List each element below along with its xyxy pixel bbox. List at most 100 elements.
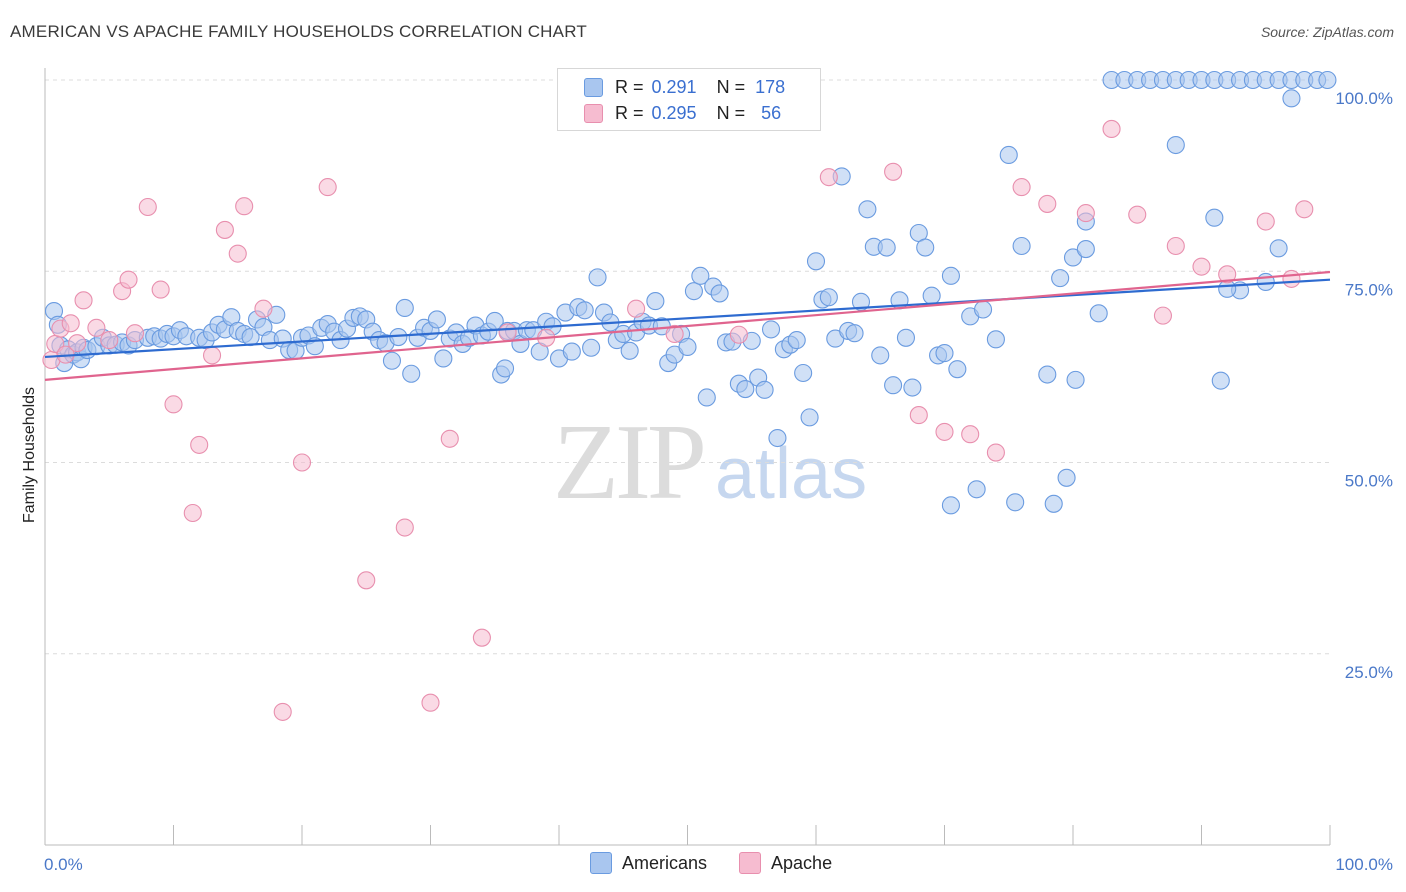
americans-point bbox=[684, 282, 703, 301]
americans-point bbox=[1044, 494, 1063, 513]
axes bbox=[44, 68, 1331, 846]
apache-points bbox=[42, 119, 1314, 721]
apache-point bbox=[215, 220, 234, 239]
x-tick-label-max: 100.0% bbox=[1335, 855, 1393, 874]
americans-point bbox=[806, 252, 826, 271]
apache-point bbox=[961, 425, 980, 444]
americans-point bbox=[916, 238, 935, 257]
americans-point bbox=[1066, 370, 1085, 389]
legend-n-label: N = bbox=[716, 102, 746, 123]
apache-swatch bbox=[739, 852, 762, 874]
americans-point bbox=[1211, 371, 1230, 390]
y-tick-label: 50.0% bbox=[1345, 472, 1393, 491]
tick-labels: 25.0% 50.0% 75.0% 100.0% 0.0% 100.0% bbox=[44, 89, 1393, 874]
americans-point bbox=[871, 346, 890, 365]
apache-point bbox=[190, 435, 209, 454]
apache-point bbox=[125, 324, 144, 343]
legend-r-label: R = bbox=[615, 76, 644, 97]
americans-point bbox=[794, 363, 813, 383]
legend-label-americans: Americans bbox=[622, 852, 708, 873]
apache-point bbox=[119, 270, 138, 289]
apache-point bbox=[228, 244, 247, 263]
americans-point bbox=[1063, 248, 1083, 267]
americans-point bbox=[1076, 240, 1095, 259]
apache-point bbox=[986, 443, 1005, 462]
americans-point bbox=[1057, 468, 1076, 487]
apache-point bbox=[1102, 119, 1121, 139]
americans-point bbox=[755, 380, 774, 399]
legend-n-value: 178 bbox=[755, 76, 786, 97]
americans-point bbox=[922, 286, 941, 305]
apache-point bbox=[68, 334, 87, 353]
apache-point bbox=[235, 197, 254, 216]
y-tick-label: 75.0% bbox=[1345, 280, 1393, 299]
apache-point bbox=[164, 395, 183, 414]
americans-point bbox=[877, 238, 896, 257]
trend-lines bbox=[44, 270, 1331, 381]
apache-point bbox=[440, 429, 459, 448]
americans-point bbox=[1089, 304, 1108, 323]
apache-point bbox=[254, 299, 273, 318]
x-tick-label-min: 0.0% bbox=[44, 855, 83, 874]
americans-point bbox=[935, 344, 954, 363]
americans-point bbox=[427, 310, 446, 329]
americans-point bbox=[382, 351, 402, 370]
americans-swatch bbox=[590, 852, 612, 874]
apache-point bbox=[395, 518, 414, 537]
apache-point bbox=[1218, 265, 1237, 284]
legend-n-label: N = bbox=[716, 76, 746, 97]
apache-swatch bbox=[584, 103, 603, 123]
americans-point bbox=[768, 428, 787, 448]
apache-point bbox=[1076, 204, 1095, 223]
americans-point bbox=[1282, 89, 1301, 108]
americans-swatch bbox=[584, 77, 603, 97]
chart-title: AMERICAN VS APACHE FAMILY HOUSEHOLDS COR… bbox=[10, 22, 587, 41]
apache-point bbox=[100, 331, 119, 350]
americans-point bbox=[434, 349, 453, 368]
apache-point bbox=[138, 197, 157, 217]
apache-point bbox=[1012, 178, 1031, 197]
legend-item-americans[interactable]: Americans bbox=[590, 852, 707, 874]
legend-row-americans: R = 0.291 N = 178 bbox=[584, 75, 785, 99]
americans-point bbox=[1051, 269, 1070, 288]
apache-point bbox=[318, 178, 337, 197]
apache-point bbox=[273, 702, 292, 721]
apache-point bbox=[472, 628, 491, 647]
americans-point bbox=[395, 298, 414, 318]
apache-point bbox=[292, 453, 312, 472]
series-legend: Americans Apache bbox=[590, 852, 864, 874]
apache-point bbox=[729, 325, 748, 344]
apache-point bbox=[1166, 236, 1185, 256]
apache-point bbox=[665, 324, 684, 344]
americans-point bbox=[582, 338, 601, 357]
apache-point bbox=[627, 299, 646, 318]
americans-point bbox=[1166, 135, 1185, 155]
americans-point bbox=[761, 320, 781, 339]
americans-point bbox=[903, 378, 922, 397]
apache-point bbox=[87, 318, 106, 337]
americans-point bbox=[588, 268, 607, 287]
apache-point bbox=[151, 280, 170, 299]
apache-point bbox=[1153, 306, 1172, 325]
apache-point bbox=[183, 503, 202, 523]
americans-point bbox=[1205, 208, 1224, 227]
apache-point bbox=[1256, 212, 1275, 231]
apache-point bbox=[498, 323, 517, 342]
legend-r-value: 0.291 bbox=[651, 76, 697, 97]
americans-point bbox=[562, 342, 581, 361]
stats-legend: R = 0.291 N = 178 R = 0.295 N = 56 bbox=[557, 68, 821, 131]
apache-point bbox=[357, 571, 376, 590]
americans-point bbox=[845, 324, 864, 343]
grid-lines bbox=[45, 79, 1330, 655]
americans-point bbox=[1012, 236, 1031, 256]
watermark-atlas: atlas bbox=[715, 434, 868, 514]
americans-points bbox=[44, 70, 1337, 515]
apache-point bbox=[1128, 205, 1147, 224]
americans-point bbox=[620, 341, 639, 360]
americans-point bbox=[999, 145, 1018, 165]
americans-point bbox=[973, 300, 993, 319]
americans-point bbox=[884, 376, 903, 395]
apache-point bbox=[884, 162, 903, 181]
legend-item-apache[interactable]: Apache bbox=[739, 852, 832, 874]
